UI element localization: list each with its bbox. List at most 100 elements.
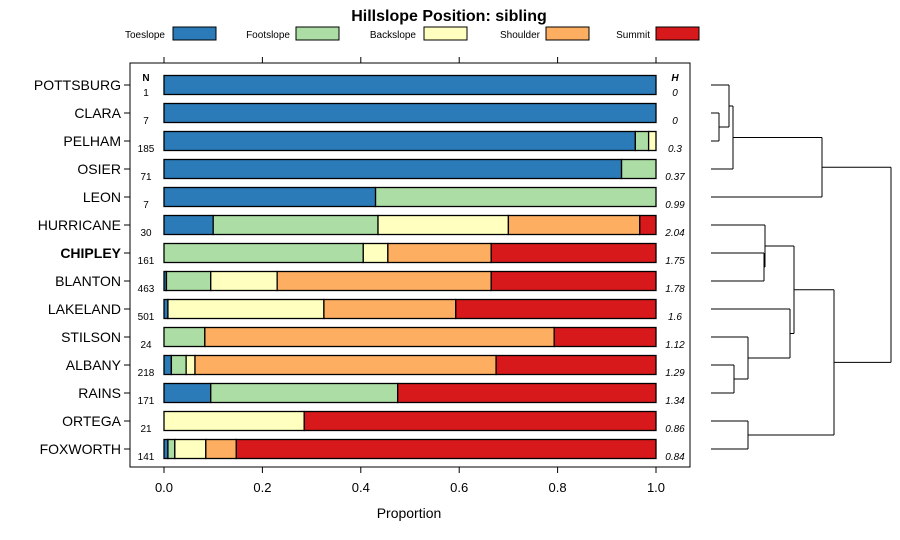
bar-segment: [163, 354, 173, 376]
x-tick-label: 0.4: [352, 480, 370, 495]
dendrogram: [711, 84, 892, 450]
h-value: 0: [672, 116, 678, 127]
bar-segment: [210, 382, 399, 404]
legend-swatch: [295, 26, 340, 41]
bar-segment: [490, 242, 657, 264]
bar-segment: [634, 130, 650, 152]
bar-segment: [204, 326, 555, 348]
n-value: 171: [138, 396, 155, 407]
n-value: 21: [140, 424, 152, 435]
bar-segment: [165, 270, 212, 292]
bar-segment: [205, 438, 237, 460]
y-tick-label: RAINS: [78, 385, 121, 401]
bar-segment: [362, 242, 389, 264]
bar-segment: [235, 438, 657, 460]
bar-segment: [507, 214, 641, 236]
bar-segment: [163, 186, 377, 208]
bar-segment: [397, 382, 657, 404]
h-value: 1.75: [665, 256, 685, 267]
legend-label: Footslope: [246, 30, 290, 41]
legend-swatch: [172, 26, 217, 41]
legend-label: Summit: [616, 30, 650, 41]
x-tick-label: 0.2: [253, 480, 271, 495]
x-tick-label: 0.6: [450, 480, 468, 495]
bar-segment: [303, 410, 657, 432]
y-tick-label: LEON: [83, 189, 121, 205]
h-value: 0.86: [665, 424, 685, 435]
legend-swatch: [545, 26, 590, 41]
h-value: 0.37: [665, 172, 685, 183]
x-tick-label: 0.8: [549, 480, 567, 495]
bar-segment: [163, 410, 305, 432]
n-value: 71: [140, 172, 152, 183]
h-value: 1.6: [668, 312, 682, 323]
plot-frame: [129, 62, 691, 468]
y-tick-label: ALBANY: [66, 357, 122, 373]
bar-segment: [490, 270, 657, 292]
bar-segment: [163, 242, 364, 264]
h-value: 0: [672, 88, 678, 99]
bar-segment: [167, 438, 176, 460]
bar-segment: [620, 158, 657, 180]
legend-swatch: [655, 26, 700, 41]
bar-segment: [185, 354, 196, 376]
n-value: 161: [138, 256, 155, 267]
bar-segment: [163, 214, 214, 236]
bar-segment: [163, 326, 206, 348]
bar-segment: [387, 242, 492, 264]
h-value: 0.84: [665, 452, 685, 463]
bar-segment: [167, 298, 325, 320]
y-tick-label: OSIER: [77, 161, 121, 177]
x-tick-label: 1.0: [647, 480, 665, 495]
bar-segment: [163, 158, 623, 180]
h-value: 2.04: [664, 228, 685, 239]
h-value: 0.3: [668, 144, 682, 155]
bar-segment: [194, 354, 497, 376]
bar-segment: [495, 354, 657, 376]
y-tick-label: POTTSBURG: [34, 77, 121, 93]
n-value: 24: [140, 340, 152, 351]
n-value: 30: [140, 228, 152, 239]
plot-area: 0.0 0.2 0.4 0.6 0.8 1.0 N H POTTSBURG 1 0 CLARA 7 0 PE…: [34, 57, 691, 495]
y-tick-label: STILSON: [61, 329, 121, 345]
bar-segment: [163, 74, 657, 96]
n-value: 501: [138, 312, 155, 323]
h-value: 1.78: [665, 284, 685, 295]
n-value: 1: [143, 88, 149, 99]
n-header: N: [142, 73, 149, 84]
bar-segment: [639, 214, 657, 236]
bar-segment: [276, 270, 492, 292]
legend-label: Shoulder: [500, 30, 541, 41]
bar-segment: [377, 214, 510, 236]
y-tick-label: BLANTON: [55, 273, 121, 289]
bar-segment: [455, 298, 657, 320]
y-tick-label: LAKELAND: [48, 301, 121, 317]
x-tick-label: 0.0: [155, 480, 173, 495]
bar-segment: [210, 270, 278, 292]
legend-label: Backslope: [370, 30, 417, 41]
y-tick-label: FOXWORTH: [40, 441, 121, 457]
y-tick-label: CHIPLEY: [60, 245, 121, 261]
y-tick-label: HURRICANE: [38, 217, 121, 233]
bar-segment: [323, 298, 457, 320]
bar-segment: [174, 438, 207, 460]
legend: Toeslope Footslope Backslope Shoulder Summit: [125, 26, 700, 41]
y-tick-label: PELHAM: [63, 133, 121, 149]
h-header: H: [671, 73, 679, 84]
bar-segment: [170, 354, 187, 376]
legend-swatch: [423, 26, 468, 41]
bar-segment: [374, 186, 657, 208]
x-axis-label: Proportion: [377, 505, 442, 521]
n-value: 7: [143, 116, 149, 127]
bar-segment: [647, 130, 657, 152]
n-value: 141: [138, 452, 155, 463]
n-value: 185: [138, 144, 155, 155]
n-value: 7: [143, 200, 149, 211]
h-value: 1.12: [665, 340, 685, 351]
n-value: 463: [138, 284, 155, 295]
y-tick-label: ORTEGA: [62, 413, 122, 429]
h-value: 1.34: [665, 396, 685, 407]
chart-title: Hillslope Position: sibling: [351, 8, 547, 25]
bar-segment: [163, 102, 657, 124]
bar-segment: [163, 382, 212, 404]
